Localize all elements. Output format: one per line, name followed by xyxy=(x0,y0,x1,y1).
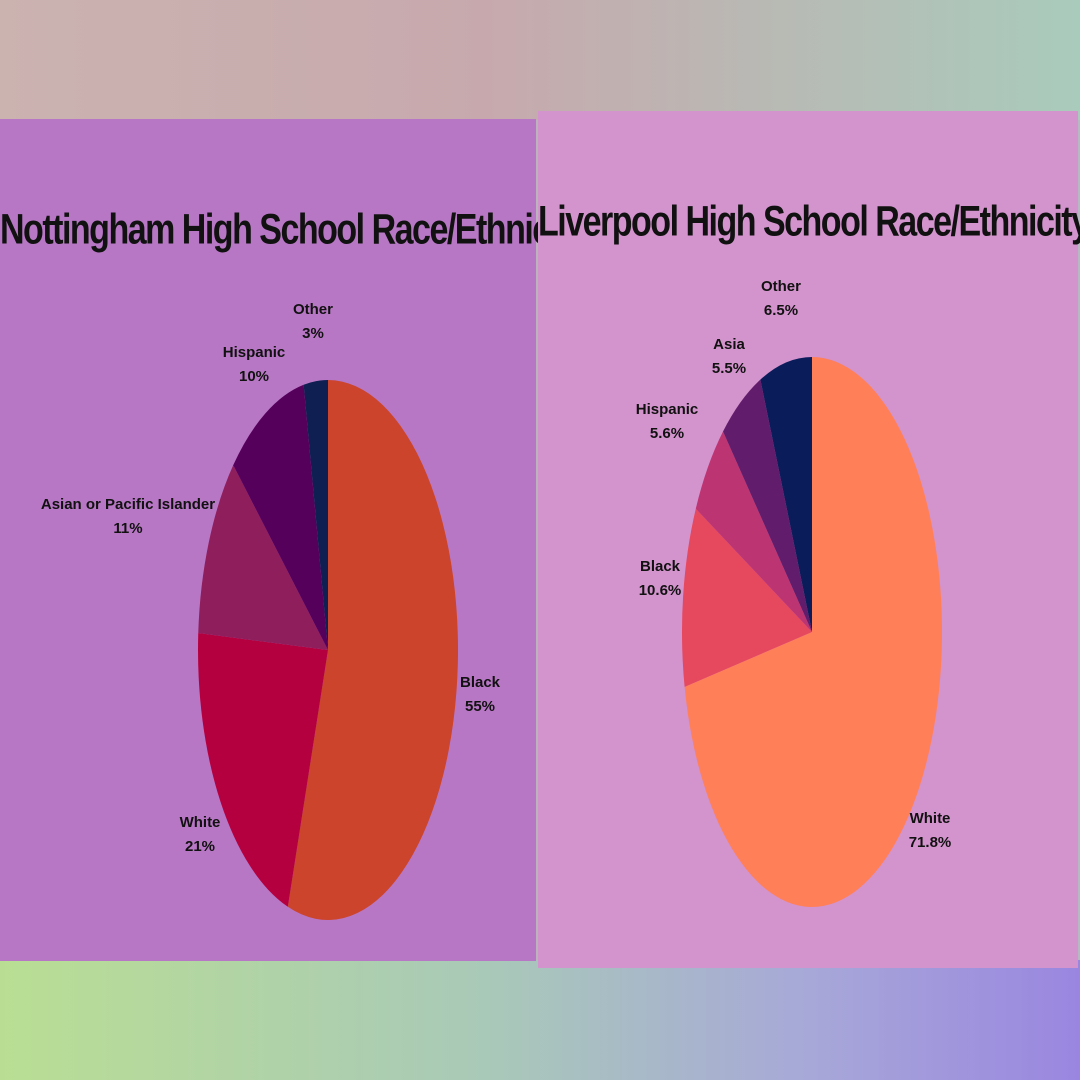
pie-slice-other xyxy=(303,380,328,650)
chart-title: Nottingham High School Race/Ethnicity xyxy=(0,206,586,254)
slice-value-label: 21% xyxy=(185,838,215,855)
slice-value-label: 5.6% xyxy=(650,425,684,442)
slice-value-label: 11% xyxy=(113,520,142,537)
slice-label: Hispanic xyxy=(223,344,286,361)
pie-slice-white xyxy=(684,357,943,908)
slice-label: Black xyxy=(460,674,501,691)
nottingham-pie-chart: Black 55% White 21% Asian or Pacific Islande… xyxy=(41,301,501,920)
pie-slice-asia xyxy=(723,379,812,632)
slice-label: Asia xyxy=(713,336,745,353)
slice-value-label: 5.5% xyxy=(712,360,746,377)
pie-slice-hispanic xyxy=(233,384,328,650)
slice-label: Asian or Pacific Islander xyxy=(41,496,215,513)
pie-slice-hispanic xyxy=(695,431,812,632)
nottingham-chart-panel: Nottingham High School Race/Ethnicity Bl… xyxy=(0,119,586,961)
slice-value-label: 71.8% xyxy=(909,834,952,851)
slice-label: Hispanic xyxy=(636,401,699,418)
pie-slice-black xyxy=(287,380,458,920)
slice-label: White xyxy=(910,810,951,827)
slice-value-label: 10% xyxy=(239,368,269,385)
slice-value-label: 55% xyxy=(465,698,495,715)
pie-slice-black xyxy=(682,508,812,687)
slice-label: Other xyxy=(293,301,333,318)
background-top-band xyxy=(0,0,1080,120)
pie-slice-other xyxy=(760,357,812,632)
slice-value-label: 3% xyxy=(302,325,324,342)
slice-label: Black xyxy=(640,558,681,575)
slice-value-label: 6.5% xyxy=(764,302,798,319)
slice-label: Other xyxy=(761,278,801,295)
pie-slice-white xyxy=(198,633,328,907)
liverpool-pie-chart: White 71.8% Black 10.6% Hispanic 5.6% Asia 5.5%… xyxy=(636,278,952,908)
slice-label: White xyxy=(180,814,221,831)
chart-title: Liverpool High School Race/Ethnicity xyxy=(538,198,1080,246)
background-bottom-band xyxy=(0,960,1080,1080)
slice-value-label: 10.6% xyxy=(639,582,682,599)
pie-slice-asian-or-pacific-islander xyxy=(198,465,328,650)
liverpool-chart-panel: Liverpool High School Race/Ethnicity Whi… xyxy=(538,111,1080,968)
